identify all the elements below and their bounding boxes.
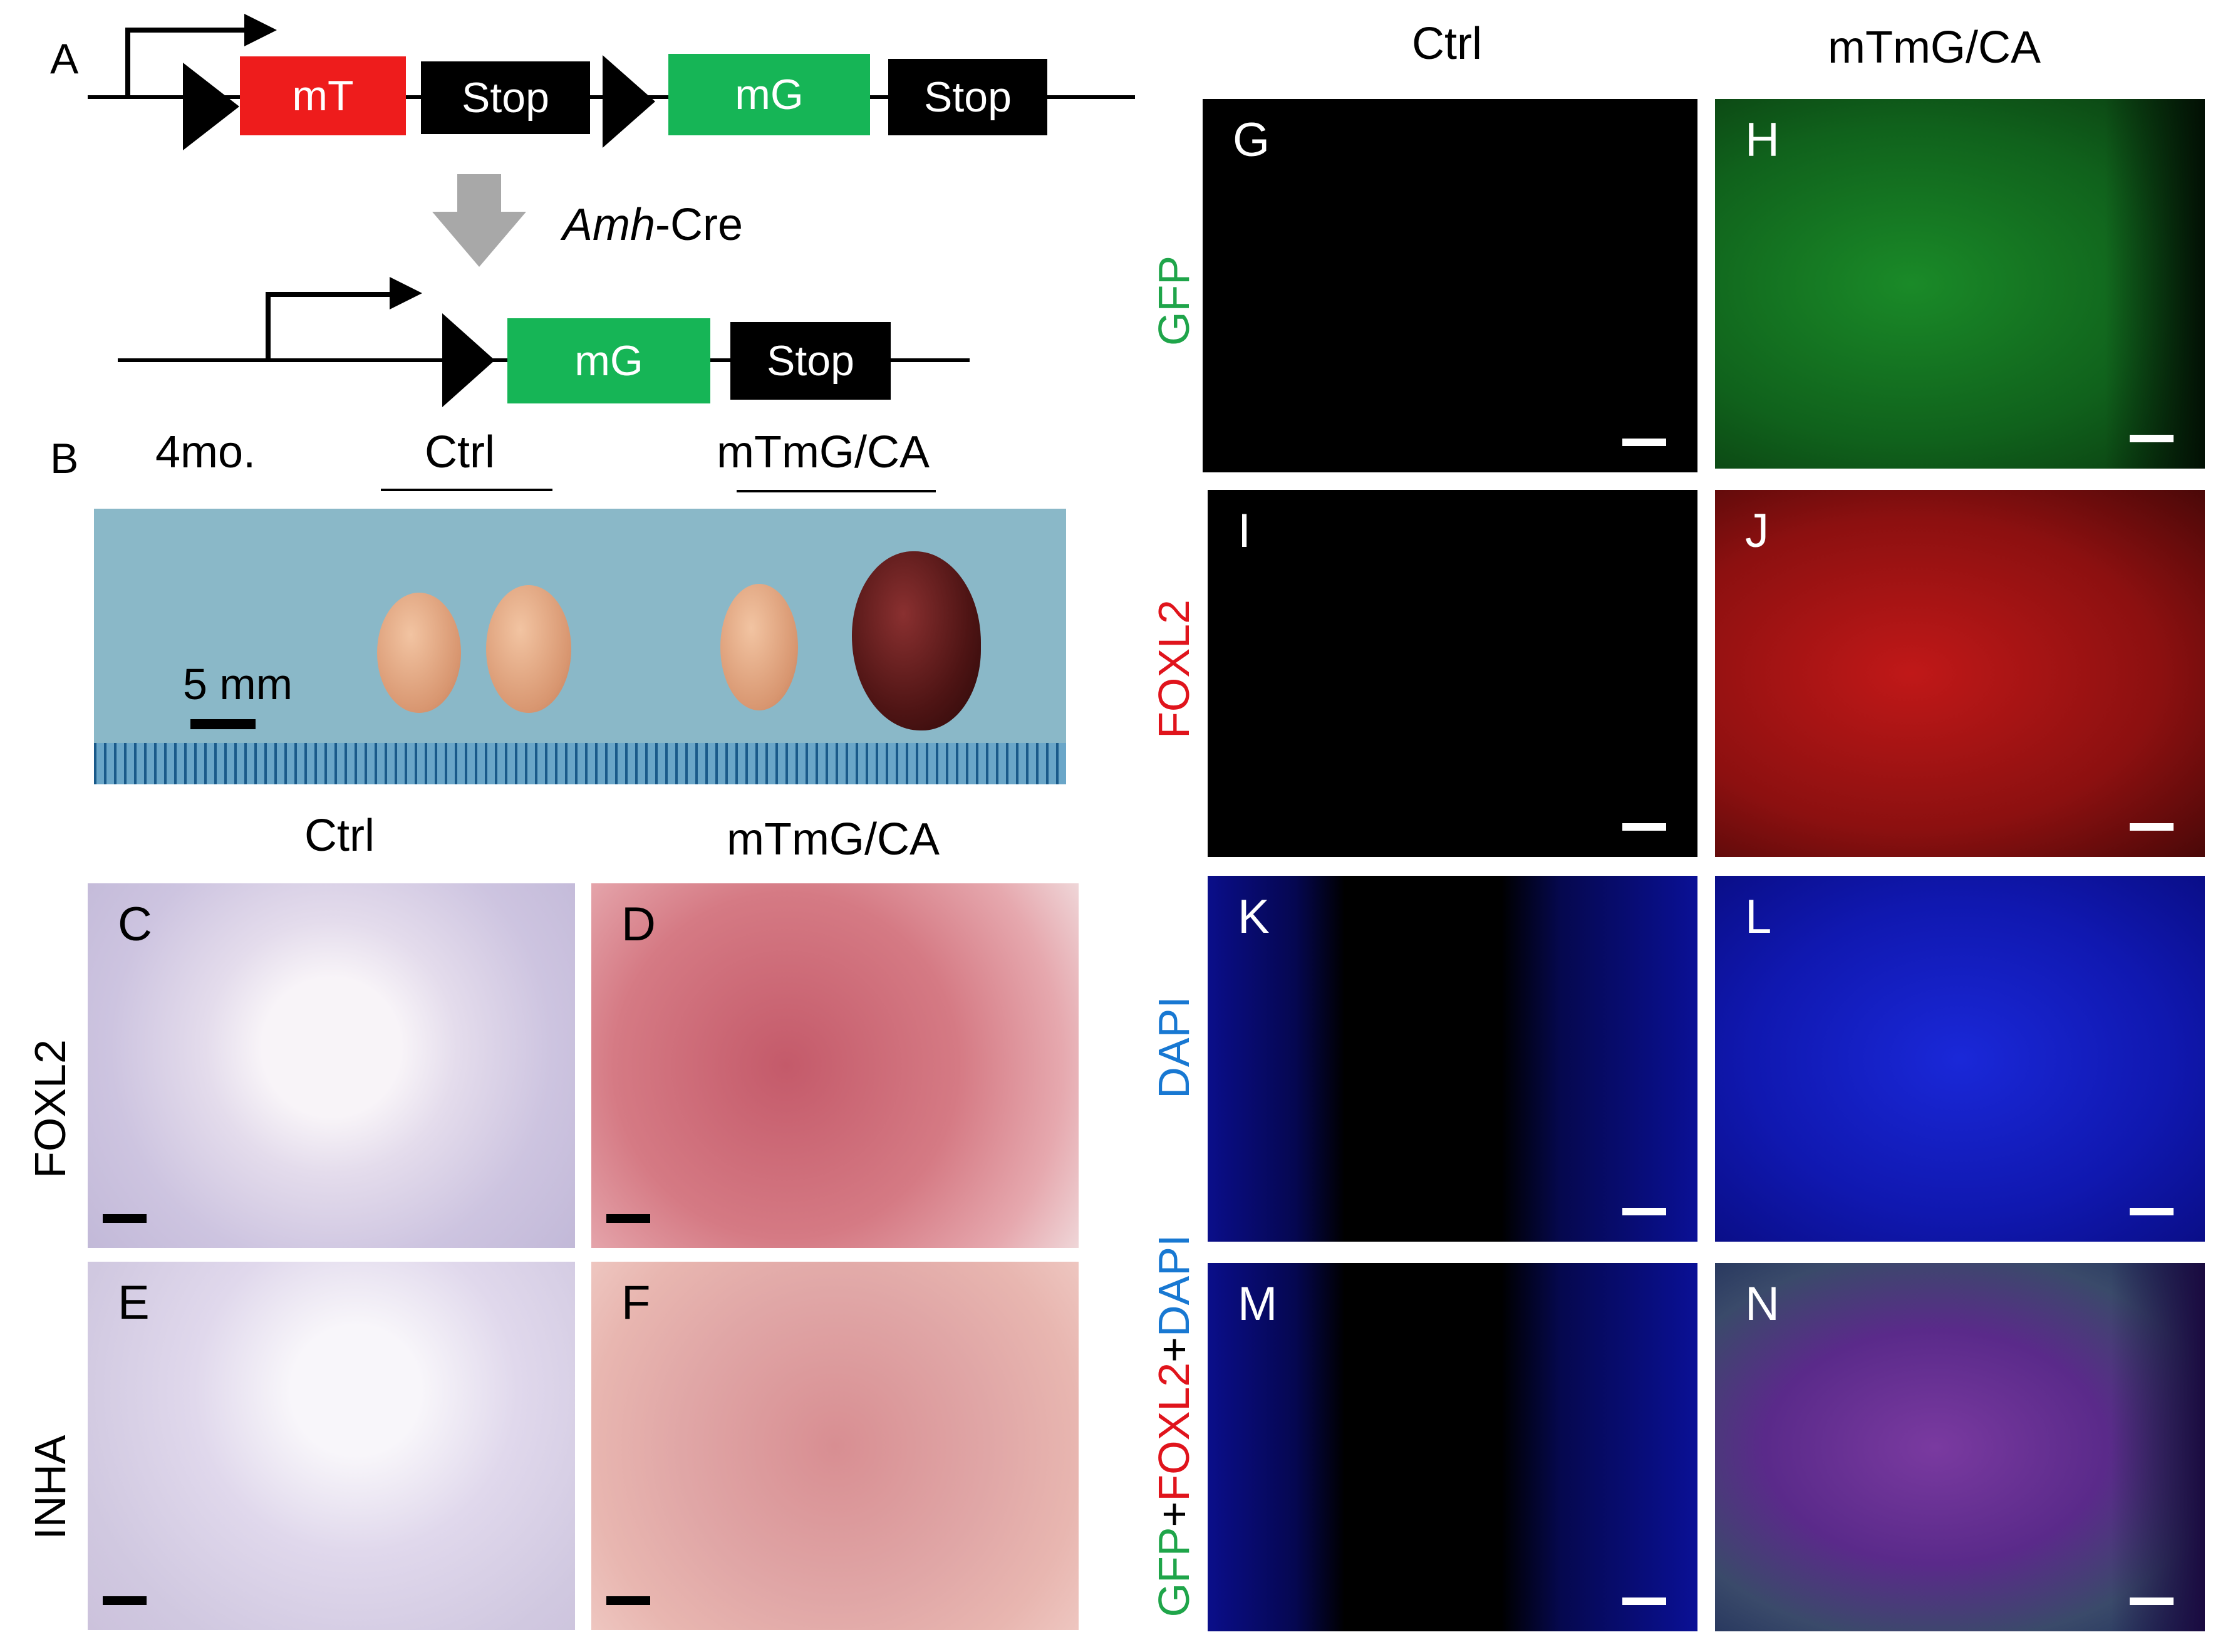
panel-label-l: L [1745,890,1772,943]
promoter-arrowhead-bottom [390,277,422,309]
gross-scale-label: 5 mm [183,660,293,709]
promoter-stem-bottom [266,294,271,361]
scale-bar-m [1622,1597,1666,1605]
panel-label-i: I [1238,504,1252,558]
panel-n-edge [2111,1263,2205,1631]
merge-plus-2: + [1149,1336,1198,1363]
panel-k-dapi-ctrl: K [1208,876,1697,1242]
promoter-arrowhead-top [244,14,277,46]
mtmg-testis-normal [720,584,798,710]
stop-box-bottom: Stop [730,322,891,400]
scale-bar-k [1622,1208,1666,1215]
panel-label-m: M [1238,1277,1278,1331]
panel-label-f: F [621,1276,651,1329]
panel-g-gfp-ctrl: G [1203,99,1697,472]
scale-bar-f [606,1596,650,1605]
fluor-row-dapi: DAPI [1149,996,1198,1099]
scale-bar-i [1622,823,1666,831]
merge-plus-1: + [1149,1501,1198,1527]
panel-m-merge-ctrl: M [1208,1263,1697,1631]
fluor-col-mtmg: mTmG/CA [1828,23,2041,73]
gross-mtmg-label: mTmG/CA [717,427,930,477]
stop-label-bottom: Stop [767,337,854,385]
scale-bar-e [103,1596,147,1605]
stop-label-2: Stop [924,73,1012,121]
ihc-col-mtmg: mTmG/CA [727,814,940,865]
loxp-triangle-2 [603,55,655,148]
scale-bar-j [2130,823,2174,831]
panel-label-j: J [1745,504,1769,558]
mtmg-underline [737,490,936,492]
panel-i-foxl2-ctrl: I [1208,490,1697,857]
panel-n-merge-mtmg: N [1715,1263,2205,1631]
ruler [94,743,1066,784]
gross-photo: 5 mm [94,509,1066,784]
fluor-col-ctrl: Ctrl [1412,19,1482,69]
promoter-stem-top [125,30,130,98]
scale-bar-h [2130,435,2174,442]
cre-label: Amh-Cre [562,199,743,251]
panel-d-ihc: D [591,883,1079,1248]
loxp-triangle-bottom [442,313,495,407]
loxp-triangle-1 [183,63,239,150]
mtmg-tumor [852,551,981,730]
mg-box-top: mG [668,54,870,135]
panel-label-c: C [118,898,152,951]
gross-ctrl-label: Ctrl [425,427,495,477]
cre-rest: -Cre [655,200,744,250]
mg-label-bottom: mG [574,337,643,385]
panel-label-b: B [50,435,79,482]
fluor-row-gfp: GFP [1149,256,1198,346]
stop-box-1: Stop [421,61,590,134]
gross-scale-bar [190,719,256,729]
panel-e-ihc: E [88,1262,575,1630]
scale-bar-n [2130,1597,2174,1605]
age-label: 4mo. [155,427,256,477]
panel-label-a: A [50,35,79,83]
scale-bar-l [2130,1208,2174,1215]
promoter-bar-bottom [266,292,397,297]
panel-label-n: N [1745,1277,1780,1331]
panel-f-ihc: F [591,1262,1079,1630]
mg-label-top: mG [735,71,804,118]
ctrl-testis-2 [486,585,571,713]
ctrl-underline [381,489,552,491]
stop-label-1: Stop [462,74,549,122]
stop-box-2: Stop [888,59,1047,135]
merge-dapi: DAPI [1149,1234,1198,1337]
scale-bar-d [606,1214,650,1223]
mt-box: mT [240,56,406,135]
ihc-row-foxl2: FOXL2 [26,1039,75,1178]
panel-j-foxl2-mtmg: J [1715,490,2205,857]
ihc-row-inha: INHA [26,1435,75,1540]
scale-bar-c [103,1214,147,1223]
panel-h-edge [2105,99,2205,469]
panel-c-ihc: C [88,883,575,1248]
merge-foxl2: FOXL2 [1149,1362,1198,1502]
mg-box-bottom: mG [507,318,710,403]
panel-label-g: G [1233,113,1270,167]
panel-l-dapi-mtmg: L [1715,876,2205,1242]
ihc-col-ctrl: Ctrl [304,811,375,861]
panel-h-gfp-mtmg: H [1715,99,2205,469]
panel-label-h: H [1745,113,1780,167]
panel-label-k: K [1238,890,1270,943]
ctrl-testis-1 [377,593,461,713]
panel-label-e: E [118,1276,150,1329]
promoter-bar-top [125,28,251,33]
grey-down-arrow [432,174,526,267]
panel-label-d: D [621,898,656,951]
fluor-row-merge: GFP+FOXL2+DAPI [1149,1234,1198,1618]
cre-italic: Amh [562,200,656,250]
mt-label: mT [292,72,354,120]
merge-gfp: GFP [1149,1527,1198,1618]
fluor-row-foxl2: FOXL2 [1149,600,1198,739]
scale-bar-g [1622,439,1666,446]
